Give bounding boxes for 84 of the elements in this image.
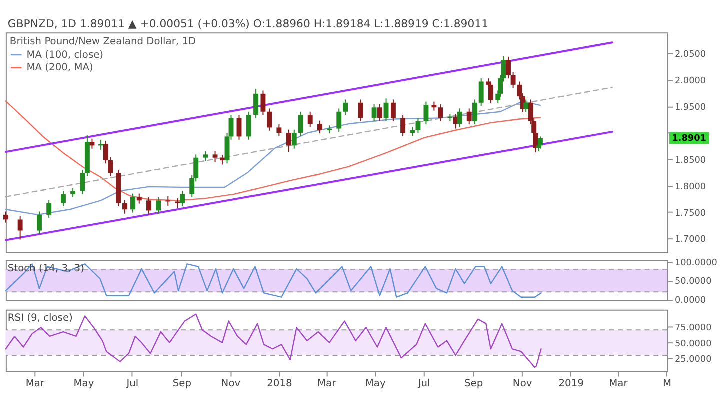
y-tick-label: 50.0000 <box>674 277 712 288</box>
candlestick <box>372 104 377 122</box>
candlestick <box>343 99 348 116</box>
y-tick-label: 2.0500 <box>674 50 706 60</box>
x-tick-label: May <box>74 378 94 390</box>
candlestick <box>136 193 142 204</box>
x-tick-label: Mar <box>26 378 46 390</box>
candlestick <box>46 200 52 219</box>
candlestick <box>488 81 494 104</box>
candlestick <box>510 72 516 89</box>
candlestick <box>506 56 511 80</box>
candlestick <box>524 99 529 113</box>
candlestick <box>70 187 76 198</box>
y-tick-label: 1.8000 <box>674 182 706 192</box>
x-tick-label: M <box>662 378 672 390</box>
y-tick-label: 1.9500 <box>674 103 706 114</box>
candlestick <box>37 211 42 234</box>
candlestick <box>3 211 8 224</box>
x-tick-label: Jul <box>126 378 139 390</box>
candlestick <box>448 113 453 122</box>
legend-label: MA (200, MA) <box>26 62 94 74</box>
candlestick <box>400 114 406 137</box>
x-tick-label: Nov <box>512 378 532 390</box>
candlestick <box>377 104 382 122</box>
candlestick <box>122 200 128 214</box>
candlestick <box>267 108 272 132</box>
candlestick <box>438 104 444 122</box>
candlestick <box>246 111 252 140</box>
x-tick-label: Mar <box>609 378 629 390</box>
candlestick <box>80 170 86 195</box>
candlestick <box>130 193 136 214</box>
candlestick <box>317 120 322 134</box>
y-tick-label: 1.8500 <box>674 156 706 166</box>
candlestick <box>98 139 104 150</box>
candlestick <box>220 154 225 166</box>
x-tick-label: Mar <box>318 378 338 390</box>
y-tick-label: 0.0000 <box>674 296 706 306</box>
chart-title: RSI (9, close) <box>8 312 74 324</box>
x-tick-label: Nov <box>221 378 241 390</box>
candlestick <box>203 151 208 162</box>
x-tick-label: 2019 <box>558 378 584 390</box>
candlestick <box>336 108 342 132</box>
candlestick <box>308 111 313 128</box>
legend-label: MA (100, close) <box>26 50 104 61</box>
candlestick <box>276 124 282 137</box>
candlestick <box>236 114 242 140</box>
candlestick <box>212 150 218 163</box>
y-tick-label: 2.0000 <box>674 76 706 87</box>
annotation: 1.8901 <box>672 134 706 144</box>
line-series <box>5 314 542 368</box>
line-series <box>5 264 542 298</box>
candlestick <box>156 196 162 214</box>
x-tick-label: 2018 <box>267 378 292 390</box>
candlestick <box>298 111 304 137</box>
candlestick <box>292 129 297 150</box>
candlestick <box>424 101 429 126</box>
x-tick-label: Jul <box>417 378 430 390</box>
x-tick-label: Sep <box>172 378 192 390</box>
x-tick-label: Sep <box>464 378 484 390</box>
y-tick-label: 25.0000 <box>674 355 712 366</box>
candlestick <box>254 88 259 119</box>
chart-title: GBPNZD, 1D 1.89011 ▲ +0.00051 (+0.03%) O:1.88960 H:1.89184 L:1.88919 C:1.89011 <box>8 18 488 31</box>
y-tick-label: 100.0000 <box>674 258 718 268</box>
candlestick <box>390 99 396 122</box>
candlestick <box>146 196 152 216</box>
y-tick-label: 1.7500 <box>674 208 706 219</box>
candlestick <box>18 216 23 240</box>
candlestick <box>358 99 364 122</box>
candlestick <box>286 129 292 153</box>
candlestick <box>260 90 266 116</box>
x-tick-label: May <box>365 378 386 390</box>
candlestick <box>478 78 484 107</box>
candlestick <box>60 190 66 207</box>
candlestick <box>457 108 462 128</box>
y-tick-label: 75.0000 <box>674 323 712 334</box>
candlestick <box>416 118 421 134</box>
candlestick <box>466 108 472 126</box>
candlestick <box>175 198 180 209</box>
candlestick <box>472 99 478 126</box>
y-tick-label: 1.7000 <box>674 235 706 246</box>
y-tick-label: 50.0000 <box>674 339 712 350</box>
chart-subtitle: British Pound/New Zealand Dollar, 1D <box>10 36 197 48</box>
candlestick <box>166 196 171 206</box>
candlestick <box>180 190 185 207</box>
